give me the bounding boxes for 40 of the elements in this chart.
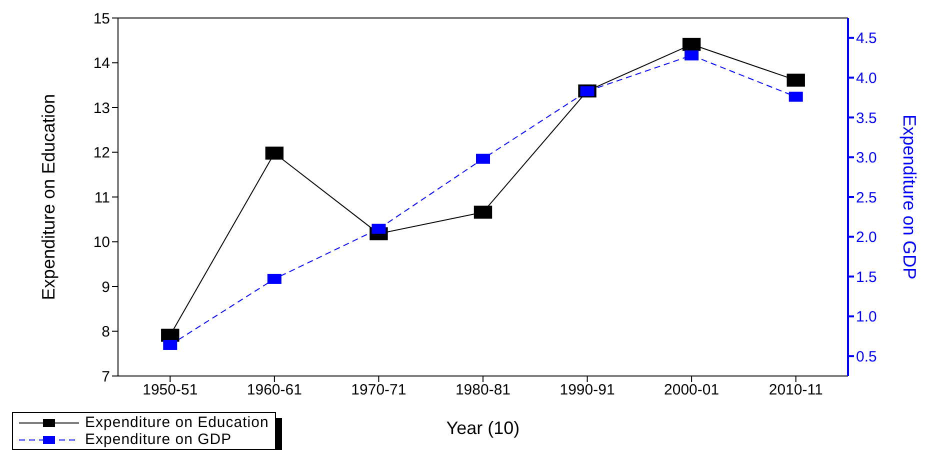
x-tick-label: 1990-91 xyxy=(560,382,615,399)
y-tick-label: 13 xyxy=(93,100,110,117)
y2-tick-label: 1.5 xyxy=(856,268,877,286)
y-tick-label: 12 xyxy=(93,144,110,162)
y-tick-label: 8 xyxy=(102,324,110,341)
point xyxy=(788,92,803,102)
y-tick-label: 11 xyxy=(94,189,110,206)
x-tick-label: 1950-51 xyxy=(142,382,198,399)
y2-tick-label: 2.0 xyxy=(856,229,877,246)
y-tick-label: 7 xyxy=(102,368,110,386)
point xyxy=(476,154,490,164)
y2-tick-label: 4.5 xyxy=(856,30,877,48)
point xyxy=(786,74,805,87)
x-tick-label: 2010-11 xyxy=(768,382,823,399)
x-axis-title: Year (10) xyxy=(446,418,520,438)
y2-tick-label: 4.0 xyxy=(856,70,877,87)
y2-tick-label: 1.0 xyxy=(856,308,877,326)
legend-label: Expenditure on Education xyxy=(85,414,269,431)
legend-label: Expenditure on GDP xyxy=(85,431,232,448)
y-tick-label: 14 xyxy=(93,55,110,72)
y2-axis-title: Expenditure on GDP xyxy=(900,114,920,280)
point xyxy=(682,38,701,51)
x-tick-label: 1960-61 xyxy=(246,382,302,399)
x-tick-label: 2000-01 xyxy=(664,382,720,399)
y-axis-title: Expenditure on Education xyxy=(38,94,58,300)
y2-tick-label: 0.5 xyxy=(856,348,877,366)
point xyxy=(372,224,386,234)
point xyxy=(267,274,282,284)
point xyxy=(163,340,178,350)
point xyxy=(684,50,699,60)
y2-tick-label: 2.5 xyxy=(856,189,877,206)
y2-tick-label: 3.0 xyxy=(856,150,877,167)
y2-tick-label: 3.5 xyxy=(856,110,877,127)
y-tick-label: 15 xyxy=(93,10,110,28)
x-tick-label: 1980-81 xyxy=(455,382,511,399)
y-tick-label: 10 xyxy=(93,234,110,252)
point xyxy=(474,206,492,219)
point xyxy=(265,146,284,160)
x-tick-label: 1970-71 xyxy=(351,382,406,399)
y-tick-label: 9 xyxy=(102,278,110,296)
